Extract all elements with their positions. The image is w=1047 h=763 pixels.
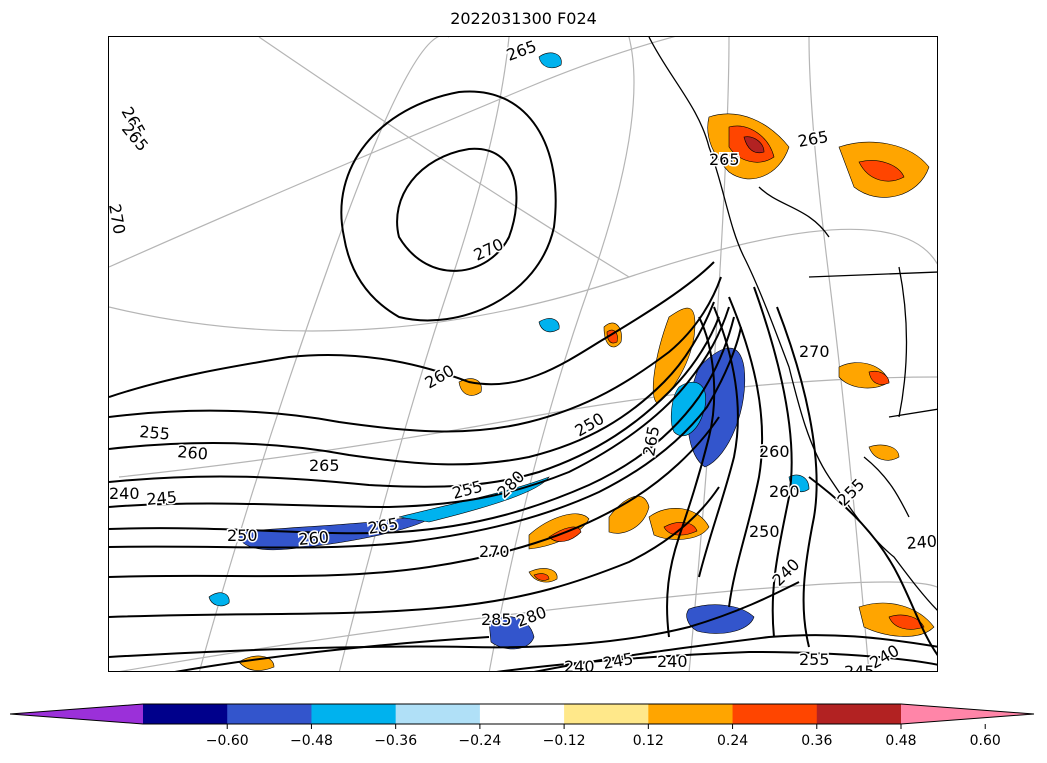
contour-label: 240 — [867, 641, 903, 672]
colorbar-segment — [479, 704, 565, 724]
contour-label: 250 — [227, 526, 258, 545]
colorbar-tick-label: −0.12 — [543, 733, 586, 749]
shade-orange-sw — [238, 655, 275, 671]
shade-cyan-front — [670, 382, 706, 437]
map-panel: 265 265 270 265 265 270 260 255 260 265 240 245 250 2… — [108, 36, 938, 672]
shade-red-east — [868, 370, 890, 385]
colorbar-tick-label: −0.48 — [290, 733, 333, 749]
contour-label: 260 — [769, 482, 800, 501]
colorbar-tick-label: 0.60 — [970, 733, 1001, 749]
colorbar-tick-label: 0.12 — [633, 733, 664, 749]
colorbar-tick-label: 0.48 — [885, 733, 916, 749]
contour-label: 280 — [514, 602, 549, 630]
contour-label: 250 — [749, 522, 780, 541]
colorbar-extend-low — [10, 704, 143, 724]
shade-orange-south2 — [608, 495, 650, 534]
shade-darkred-ne — [743, 136, 765, 154]
contour-label: 270 — [709, 150, 740, 169]
contour-lines — [109, 90, 937, 671]
colorbar-segment — [395, 704, 481, 724]
contour-label: 265 — [796, 127, 829, 151]
contour-label: 270 — [109, 202, 129, 235]
colorbar-segment — [564, 704, 649, 724]
shade-blue-band-west — [238, 510, 440, 551]
shade-red-south1 — [548, 526, 582, 542]
colorbar-tick-label: −0.36 — [374, 733, 417, 749]
colorbar-tick-label: −0.60 — [206, 733, 249, 749]
contour-label: 260 — [759, 442, 790, 461]
contour-label: 265 — [709, 150, 740, 169]
colorbar-segment — [648, 704, 734, 724]
colorbar-segment — [732, 704, 818, 724]
contour-label: 240 — [564, 657, 595, 672]
contour-label: 245 — [146, 487, 178, 509]
contour-label: 265 — [366, 514, 399, 538]
contour-label: 240 — [657, 652, 688, 671]
colorbar-tick-label: −0.24 — [458, 733, 501, 749]
shade-red-se — [888, 614, 925, 630]
shade-orange-east2 — [868, 444, 900, 461]
contour-label: 260 — [298, 527, 330, 549]
chart-title: 2022031300 F024 — [450, 9, 597, 28]
colorbar-segment — [816, 704, 902, 724]
shade-cyan-sw — [208, 592, 230, 607]
shade-blue-south — [686, 604, 755, 634]
contour-label: 265 — [309, 456, 340, 475]
contour-label: 260 — [177, 442, 209, 464]
contour-label: 240 — [906, 531, 938, 553]
contour-label: 255 — [139, 422, 171, 444]
shade-cyan-nw — [538, 52, 562, 69]
contour-label: 265 — [639, 424, 663, 457]
contour-label: 245 — [601, 649, 634, 672]
shade-red-ne2 — [858, 160, 905, 182]
shade-cyan-small4 — [538, 318, 560, 333]
contour-label: 255 — [833, 475, 868, 510]
contour-label: 255 — [799, 650, 830, 669]
shade-orange-jet — [652, 307, 696, 404]
contour-label: 260 — [422, 361, 458, 393]
contour-label: 270 — [479, 542, 510, 561]
colorbar-segment — [227, 704, 312, 724]
contour-label: 270 — [799, 342, 830, 361]
contour-label: 285 — [481, 610, 512, 629]
colorbar: −0.60 −0.48 −0.36 −0.24 −0.12 0.12 0.24 0.36 0.4… — [10, 703, 1035, 749]
colorbar-extend-high — [901, 704, 1034, 724]
colorbar-tick-label: 0.36 — [801, 733, 832, 749]
colorbar-segment — [311, 704, 397, 724]
contour-label: 245 — [844, 662, 875, 672]
shade-red-small3 — [533, 573, 550, 581]
shade-orange-small2 — [458, 378, 482, 396]
shade-cyan-e-coast — [788, 474, 810, 492]
coastlines — [648, 37, 937, 611]
colorbar-tick-label: 0.24 — [717, 733, 748, 749]
colorbar-outline — [10, 703, 1035, 725]
colorbar-segment — [143, 704, 228, 724]
contour-label: 240 — [109, 484, 140, 503]
